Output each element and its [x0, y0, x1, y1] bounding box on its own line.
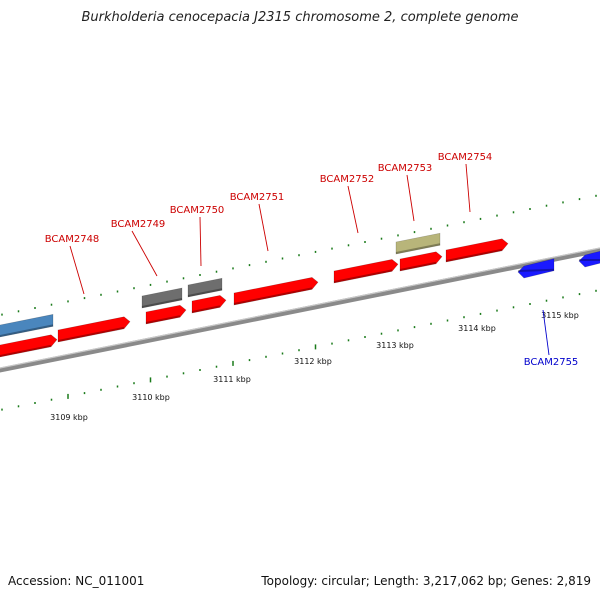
- cds-arrow-shade: [399, 261, 437, 271]
- kbp-label: 3111 kbp: [213, 375, 251, 384]
- feature-olive-block-shade: [395, 243, 441, 254]
- gene-leader-line: [542, 309, 550, 356]
- top-tick-track: [1, 194, 597, 316]
- feature-gray-block: [141, 287, 183, 309]
- gene-label: BCAM2748: [45, 234, 100, 245]
- cds-arrow-shade: [0, 344, 52, 358]
- gene-leader-line: [131, 230, 158, 277]
- reverse-cds-arrow: [578, 250, 600, 268]
- cds-arrow: [233, 277, 319, 306]
- cds-arrow-shade: [57, 326, 125, 342]
- map-title: Burkholderia cenocepacia J2315 chromosom…: [81, 10, 519, 25]
- gene-label: BCAM2752: [320, 174, 375, 185]
- cds-arrow: [57, 316, 131, 343]
- cds-arrow-shade: [445, 248, 503, 262]
- cds-arrow: [445, 238, 509, 263]
- reverse-cds-arrow-shade: [517, 268, 555, 272]
- backbone-line: [0, 247, 600, 373]
- cds-arrow: [191, 295, 227, 314]
- feature-gray-block-shade: [187, 288, 223, 297]
- gene-label: BCAM2750: [170, 205, 225, 216]
- gene-labels: BCAM2748 BCAM2749 BCAM2750 BCAM2751 BCAM2752…: [45, 152, 579, 368]
- gene-leader-line: [406, 174, 415, 222]
- gene-leader-line: [347, 185, 359, 234]
- genome-summary-text: Topology: circular; Length: 3,217,062 bp…: [261, 574, 591, 588]
- gene-leader-line: [258, 203, 269, 252]
- cds-arrow: [0, 334, 58, 358]
- cds-arrow: [145, 304, 187, 325]
- accession-text: Accession: NC_011001: [8, 574, 145, 588]
- kbp-label: 3114 kbp: [458, 324, 496, 333]
- kbp-scale-labels: 3109 kbp 3110 kbp 3111 kbp 3112 kbp 3113 kbp…: [50, 311, 579, 422]
- gene-label: BCAM2755: [524, 357, 579, 368]
- cds-arrow: [399, 251, 443, 272]
- kbp-label: 3115 kbp: [541, 311, 579, 320]
- backbone-highlight: [0, 247, 600, 369]
- feature-steel-block-shade: [0, 324, 54, 338]
- kbp-label: 3109 kbp: [50, 413, 88, 422]
- kbp-label: 3113 kbp: [376, 341, 414, 350]
- cds-arrow-shade: [191, 305, 221, 313]
- feature-gray-block: [187, 277, 223, 298]
- gene-label: BCAM2753: [378, 163, 433, 174]
- feature-track: [0, 232, 600, 358]
- reverse-cds-arrow: [517, 258, 555, 279]
- feature-gray-block-shade: [141, 298, 183, 308]
- cds-arrow-shade: [145, 315, 181, 324]
- kbp-label: 3110 kbp: [132, 393, 170, 402]
- genome-backbone: [0, 247, 600, 373]
- cds-arrow-shade: [233, 287, 313, 305]
- feature-steel-block: [0, 314, 54, 338]
- gene-leader-line: [465, 163, 471, 213]
- cds-arrow: [333, 259, 399, 284]
- bottom-tick-track: [1, 289, 597, 411]
- gene-leader-line: [199, 216, 202, 267]
- gene-label: BCAM2754: [438, 152, 493, 163]
- cds-arrow-shade: [333, 269, 393, 283]
- kbp-label: 3112 kbp: [294, 357, 332, 366]
- gene-label: BCAM2751: [230, 192, 285, 203]
- feature-olive-block: [395, 232, 441, 255]
- gene-leader-line: [69, 245, 85, 295]
- gene-label: BCAM2749: [111, 219, 166, 230]
